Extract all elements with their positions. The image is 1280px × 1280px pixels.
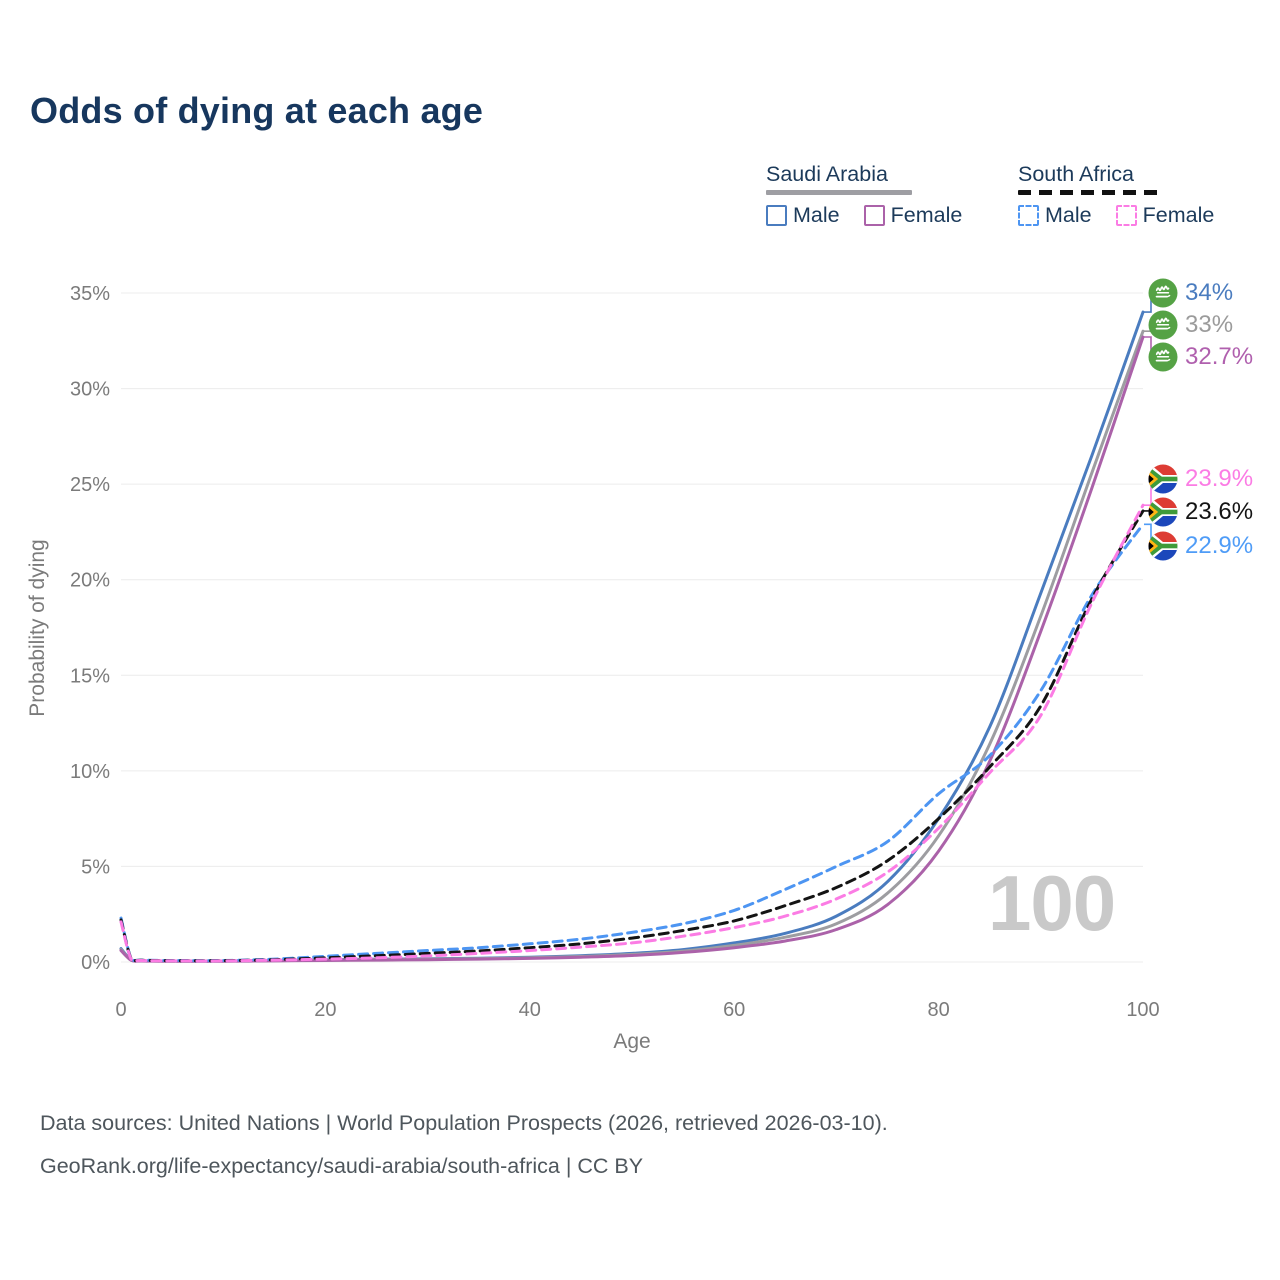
flag-slot (1148, 342, 1178, 372)
end-label: 33% (1148, 310, 1233, 340)
saudi-arabia-line-swatch (766, 190, 912, 195)
series-line-saudi-arabia-male (119, 310, 1145, 963)
y-tick-label: 30% (70, 379, 110, 401)
legend-group-south-africa: South Africa Male Female (1018, 162, 1214, 228)
end-label: 32.7% (1148, 342, 1253, 372)
y-tick-label: 35% (70, 283, 110, 305)
legend-item-label: Female (1142, 203, 1215, 227)
flag-slot (1148, 464, 1178, 494)
x-tick-label: 20 (314, 999, 336, 1021)
y-tick-label: 0% (81, 952, 110, 974)
south-africa-flag-icon (1148, 464, 1178, 494)
end-label-value: 23.9% (1185, 465, 1254, 492)
series-line-south-africa-female (119, 503, 1145, 963)
checkbox-icon (1018, 205, 1039, 226)
legend-item-south-africa-male[interactable]: Male (1018, 203, 1092, 228)
legend-item-saudi-arabia-female[interactable]: Female (863, 203, 963, 228)
south-africa-line-swatch (1018, 190, 1164, 195)
legend-country-label: Saudi Arabia (766, 162, 888, 186)
end-label: 23.6% (1148, 497, 1253, 527)
data-sources-text: Data sources: United Nations | World Pop… (40, 1111, 888, 1135)
saudi-arabia-flag-icon (1148, 342, 1178, 372)
y-tick-label: 20% (70, 570, 110, 592)
y-tick-label: 25% (70, 474, 110, 496)
end-label-value: 22.9% (1185, 532, 1254, 559)
flag-slot (1148, 310, 1178, 340)
page-title: Odds of dying at each age (30, 90, 484, 131)
end-label: 23.9% (1148, 464, 1253, 494)
saudi-arabia-flag-icon (1148, 278, 1178, 308)
legend-item-label: Male (1045, 203, 1092, 227)
legend-country-south-africa: South Africa (1018, 162, 1164, 195)
footer: Data sources: United Nations | World Pop… (40, 1102, 888, 1188)
checkbox-icon (766, 205, 787, 226)
x-tick-label: 40 (519, 999, 541, 1021)
age-watermark: 100 (988, 859, 1116, 947)
end-label: 34% (1148, 278, 1233, 308)
checkbox-icon (863, 205, 885, 226)
y-tick-label: 5% (81, 856, 110, 878)
legend-group-saudi-arabia: Saudi Arabia Male Female (766, 162, 962, 228)
south-africa-flag-icon (1148, 531, 1178, 561)
x-tick-label: 80 (927, 999, 949, 1021)
series-line-saudi-arabia-female (119, 335, 1145, 963)
legend-country-label: South Africa (1018, 162, 1134, 186)
end-label: 22.9% (1148, 531, 1253, 561)
y-tick-label: 10% (70, 761, 110, 783)
legend-item-saudi-arabia-male[interactable]: Male (766, 203, 840, 228)
y-tick-label: 15% (70, 665, 110, 687)
legend-item-south-africa-female[interactable]: Female (1115, 203, 1215, 228)
x-axis-title: Age (613, 1030, 650, 1053)
checkbox-icon (1115, 205, 1137, 226)
end-label-value: 34% (1185, 279, 1234, 306)
flag-slot (1148, 497, 1178, 527)
y-axis-title: Probability of dying (26, 539, 49, 716)
attribution-link[interactable]: GeoRank.org/life-expectancy/saudi-arabia… (40, 1154, 644, 1178)
series-line-south-africa-both (119, 509, 1145, 963)
x-tick-label: 60 (723, 999, 745, 1021)
end-label-value: 23.6% (1185, 498, 1254, 525)
saudi-arabia-flag-icon (1148, 310, 1178, 340)
legend-item-label: Male (793, 203, 840, 227)
legend-item-label: Female (890, 203, 963, 227)
x-tick-label: 100 (1126, 999, 1159, 1021)
legend-country-saudi-arabia: Saudi Arabia (766, 162, 912, 195)
south-africa-flag-icon (1148, 497, 1178, 527)
x-tick-label: 0 (115, 999, 126, 1021)
end-label-value: 32.7% (1185, 343, 1254, 370)
end-label-value: 33% (1185, 311, 1234, 338)
flag-slot (1148, 531, 1178, 561)
flag-slot (1148, 278, 1178, 308)
